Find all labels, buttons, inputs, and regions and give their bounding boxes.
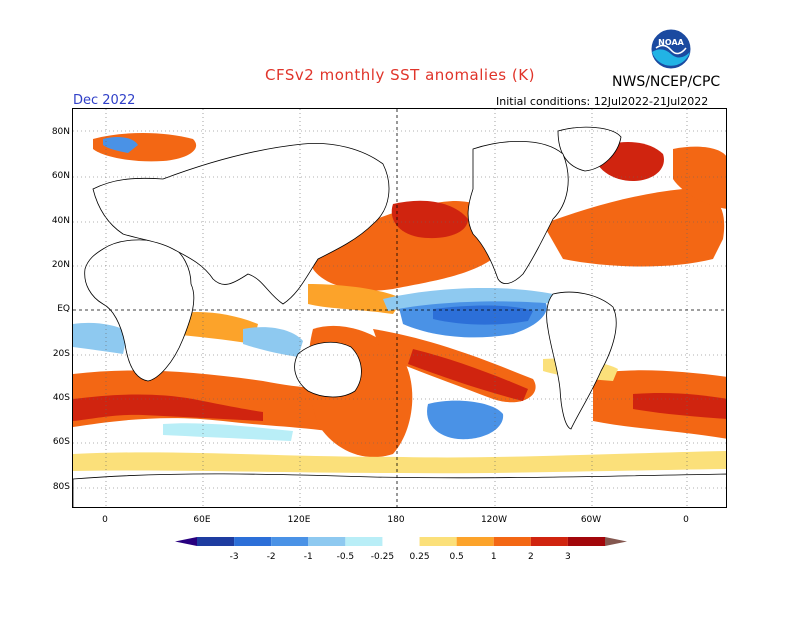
colorbar-label: -2	[267, 552, 276, 562]
reference-lines	[73, 109, 726, 507]
colorbar-segment	[271, 537, 309, 546]
anomaly-patch	[427, 400, 504, 440]
colorbar-label: -1	[304, 552, 313, 562]
colorbar-segment	[605, 537, 627, 546]
colorbar-label: 0.25	[410, 552, 430, 562]
lon-label: 0	[102, 515, 108, 525]
colorbar-segment	[308, 537, 346, 546]
anomaly-patch	[433, 305, 533, 325]
lon-label: 120E	[287, 515, 311, 525]
lat-label: 80N	[51, 127, 70, 137]
map-canvas	[73, 109, 726, 507]
lat-label: 40S	[52, 393, 70, 403]
lon-label: 0	[683, 515, 689, 525]
sst-anomaly-map	[72, 108, 727, 508]
valid-month: Dec 2022	[73, 93, 136, 108]
logo-text: NOAA	[658, 38, 684, 47]
anomaly-patch	[73, 451, 726, 474]
colorbar-segment	[456, 537, 494, 546]
colorbar-label: -3	[230, 552, 239, 562]
anomaly-patch	[103, 137, 138, 153]
colorbar-segment	[345, 537, 383, 546]
colorbar-label: 1	[491, 552, 497, 562]
lat-label: 60N	[51, 171, 70, 181]
colorbar-segment	[382, 537, 420, 546]
colorbar-label: 2	[528, 552, 534, 562]
south-america-outline	[546, 291, 617, 430]
anomaly-patch	[391, 200, 468, 239]
colorbar-segment	[175, 537, 197, 546]
antarctica-outline	[73, 473, 726, 507]
anomaly-patch	[163, 423, 293, 441]
lat-label: EQ	[57, 304, 70, 314]
colorbar: -3 -2 -1 -0.5 -0.25 0.25 0.5 1 2 3	[175, 537, 627, 562]
lon-label: 60E	[193, 515, 211, 525]
colorbar-segment	[567, 537, 605, 546]
anomaly-patch	[73, 370, 373, 439]
colorbar-segment	[197, 537, 235, 546]
lat-label: 80S	[52, 482, 70, 492]
grid-lines	[73, 109, 726, 507]
colorbar-label: -0.25	[371, 552, 394, 562]
initial-conditions: Initial conditions: 12Jul2022-21Jul2022	[496, 95, 709, 108]
anomaly-patch	[383, 287, 558, 311]
lon-label: 120W	[480, 515, 508, 525]
greenland-outline	[557, 126, 622, 172]
eurasia-outline	[92, 143, 390, 305]
anomaly-patch	[173, 312, 258, 344]
lat-label: 20S	[52, 349, 70, 359]
anomaly-patch	[633, 392, 726, 419]
lon-label: 60W	[580, 515, 602, 525]
anomaly-patch	[243, 327, 303, 357]
lat-label: 40N	[51, 216, 70, 226]
anomaly-patch	[73, 322, 128, 354]
lon-label: 180	[387, 515, 405, 525]
colorbar-label: 0.5	[449, 552, 463, 562]
noaa-logo: NOAA	[650, 28, 692, 70]
anomaly-patch	[543, 189, 725, 267]
anomaly-patch	[673, 146, 726, 209]
colorbar-segment	[493, 537, 531, 546]
lat-label: 20N	[51, 260, 70, 270]
colorbar-segment	[530, 537, 568, 546]
map-title: CFSv2 monthly SST anomalies (K)	[265, 66, 535, 84]
australia-outline	[294, 341, 362, 398]
anomaly-patch	[73, 394, 263, 421]
colorbar-segment	[419, 537, 457, 546]
anomaly-patch	[308, 284, 403, 314]
lat-label: 60S	[52, 437, 70, 447]
anomaly-patch	[408, 349, 528, 401]
land-layer	[73, 126, 726, 507]
agency-label: NWS/NCEP/CPC	[612, 74, 721, 90]
colorbar-label: 3	[565, 552, 571, 562]
colorbar-label: -0.5	[337, 552, 355, 562]
colorbar-segment	[234, 537, 272, 546]
